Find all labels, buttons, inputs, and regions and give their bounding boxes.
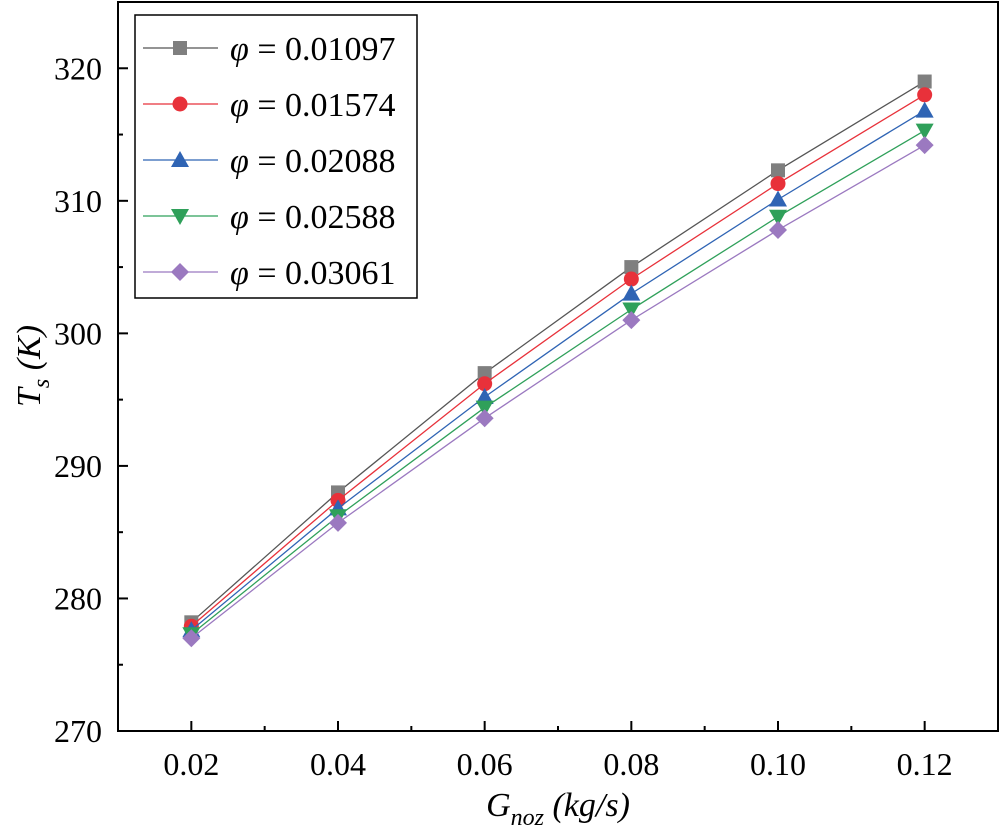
y-tick-label: 320 <box>54 50 102 86</box>
y-axis-title-unit: (K) <box>11 325 48 379</box>
data-point <box>477 366 492 381</box>
data-point <box>475 387 494 404</box>
x-tick-label: 0.10 <box>750 746 806 782</box>
x-axis-title: Gnoz (kg/s) <box>486 787 630 828</box>
data-point <box>329 513 347 532</box>
data-point <box>624 260 639 275</box>
data-point <box>622 311 641 330</box>
legend-marker-circle <box>172 96 188 112</box>
x-tick-label: 0.08 <box>603 746 659 782</box>
series-group <box>182 74 934 648</box>
data-point <box>623 271 639 287</box>
data-point <box>769 220 787 239</box>
y-tick-label: 270 <box>54 713 102 749</box>
series-line <box>190 130 925 635</box>
y-axis-title-subscript: s <box>29 379 55 388</box>
legend-label: φ = 0.02088 <box>230 143 396 180</box>
data-point <box>477 376 493 392</box>
series-line <box>190 94 926 627</box>
legend: φ = 0.01097 φ = 0.01574 φ = 0.02088 φ = … <box>134 14 418 299</box>
y-tick-label: 290 <box>54 448 102 484</box>
series-line <box>190 80 926 623</box>
legend-marker-shape <box>173 41 187 55</box>
legend-marker-shape <box>171 263 189 281</box>
data-point <box>182 629 201 648</box>
legend-marker-diamond <box>171 263 189 281</box>
series-5 <box>182 136 934 648</box>
x-tick-label: 0.06 <box>457 746 513 782</box>
data-point <box>622 284 641 301</box>
legend-entry: φ = 0.03061 <box>143 255 396 292</box>
legend-marker-square <box>173 41 187 55</box>
data-point <box>915 136 934 155</box>
data-point <box>769 209 787 226</box>
legend-entry: φ = 0.02588 <box>143 199 396 236</box>
legend-label: φ = 0.02588 <box>230 199 396 236</box>
legend-entry: φ = 0.01097 <box>143 31 396 68</box>
data-point <box>917 87 933 103</box>
data-point <box>915 123 934 140</box>
y-tick-label: 300 <box>54 315 102 351</box>
data-point <box>917 74 932 89</box>
x-axis-title-main: G <box>486 787 511 824</box>
legend-label: φ = 0.01097 <box>230 31 396 68</box>
series-line <box>190 144 925 639</box>
data-point <box>771 163 785 178</box>
axis-ticks: 0.02 0.04 0.06 0.08 0.10 0.12 270 280 290 300 310 3… <box>54 50 953 782</box>
legend-marker-shape <box>171 209 189 225</box>
data-point <box>622 302 641 319</box>
data-point <box>770 176 786 192</box>
x-axis-title-unit: (kg/s) <box>544 787 630 824</box>
x-tick-label: 0.02 <box>163 746 219 782</box>
legend-entry: φ = 0.02088 <box>143 143 396 180</box>
series-line <box>190 110 926 631</box>
legend-marker-triangle-down <box>171 209 189 225</box>
x-tick-label: 0.12 <box>897 746 953 782</box>
x-tick-label: 0.04 <box>310 746 366 782</box>
data-point <box>475 409 494 428</box>
legend-marker-shape <box>171 151 189 167</box>
y-axis-title: Ts (K) <box>11 325 55 407</box>
data-point <box>769 190 787 207</box>
y-tick-label: 310 <box>54 183 102 219</box>
data-point <box>915 101 934 118</box>
legend-label: φ = 0.03061 <box>230 255 396 292</box>
legend-marker-shape <box>172 96 188 112</box>
y-axis-title-main: T <box>11 386 48 407</box>
legend-entry: φ = 0.01574 <box>143 87 396 124</box>
legend-marker-triangle-up <box>171 151 189 167</box>
y-tick-label: 280 <box>54 580 102 616</box>
x-axis-title-subscript: noz <box>511 805 545 828</box>
legend-label: φ = 0.01574 <box>230 87 396 124</box>
data-point <box>475 400 494 417</box>
